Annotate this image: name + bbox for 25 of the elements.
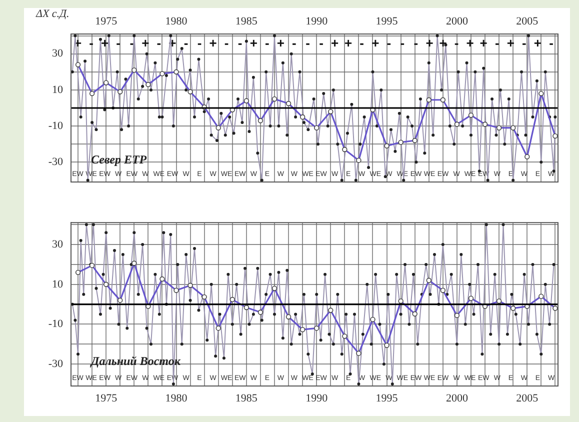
y-axis-title: ΔX с.Д. — [35, 8, 70, 20]
x-tick-label: 1995 — [376, 15, 398, 28]
text: Север ЕТР — [91, 152, 148, 166]
x-tick-label: 1980 — [165, 392, 188, 404]
y-tick-label: 10 — [52, 84, 64, 96]
x-tick-label: 2005 — [516, 392, 539, 404]
x-tick-label: 1995 — [376, 392, 398, 404]
x-tick-label: 1985 — [235, 392, 258, 404]
x-tick-label: 1975 — [95, 392, 118, 404]
y-tick-label: -10 — [48, 120, 64, 132]
x-tick-label: 1985 — [235, 15, 258, 28]
x-tick-label: 2000 — [446, 392, 468, 404]
y-tick-label: -30 — [48, 156, 64, 168]
x-tick-label: 1980 — [165, 15, 188, 28]
x-tick-label: 1975 — [95, 15, 118, 28]
text: Дальний Восток — [90, 354, 182, 368]
y-tick-label: -30 — [48, 358, 64, 370]
x-tick-label: 1990 — [306, 392, 328, 404]
y-tick-label: 30 — [52, 48, 64, 60]
x-tick-label: 2000 — [446, 15, 468, 28]
x-tick-label: 2005 — [516, 15, 539, 28]
y-tick-label: 10 — [52, 278, 64, 290]
y-tick-label: -10 — [48, 318, 64, 330]
x-tick-label: 1990 — [306, 15, 328, 28]
y-tick-label: 30 — [52, 238, 64, 250]
